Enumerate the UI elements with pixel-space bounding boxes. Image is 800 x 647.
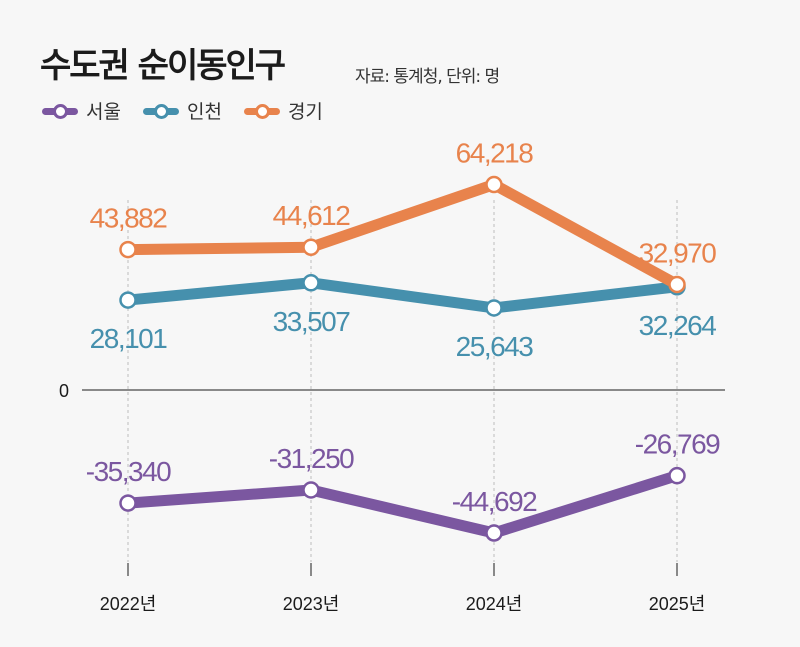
- data-label: 32,970: [639, 237, 717, 268]
- x-tick-label: 2022년: [100, 594, 157, 614]
- data-point: [119, 240, 137, 259]
- data-label: 28,101: [90, 323, 168, 354]
- legend: 서울 인천 경기: [42, 97, 323, 124]
- data-label: -44,692: [452, 486, 537, 517]
- legend-marker-icon: [42, 103, 78, 119]
- legend-label: 경기: [287, 101, 323, 123]
- legend-marker-icon: [142, 103, 179, 119]
- data-point: [668, 466, 686, 485]
- data-label: 43,882: [90, 203, 168, 234]
- legend-item-incheon: 인천: [142, 97, 222, 124]
- data-point: [485, 299, 503, 317]
- data-point: [485, 524, 503, 542]
- legend-item-seoul: 서울: [42, 97, 121, 124]
- chart-title: 수도권 순이동인구: [40, 46, 286, 86]
- chart-source: 자료: 통계청, 단위: 명: [355, 67, 500, 87]
- x-tick-label: 2023년: [283, 594, 340, 614]
- data-point: [302, 274, 320, 292]
- data-point: [119, 291, 137, 309]
- legend-label: 서울: [86, 101, 121, 123]
- data-label: -31,250: [269, 443, 354, 474]
- data-label: 44,612: [273, 200, 351, 231]
- x-tick-label: 2025년: [649, 594, 706, 614]
- data-label: 64,218: [456, 138, 534, 169]
- legend-marker-icon: [243, 103, 280, 119]
- y-zero-label: 0: [59, 381, 69, 401]
- series-line-2: [122, 179, 683, 290]
- data-point: [302, 481, 320, 499]
- series-line-0: [122, 470, 683, 539]
- data-point: [668, 275, 686, 294]
- data-label: -35,340: [86, 456, 171, 487]
- data-label: 25,643: [456, 331, 534, 362]
- x-tick-label: 2024년: [466, 594, 523, 614]
- data-label: -26,769: [635, 429, 720, 460]
- data-point: [302, 238, 320, 256]
- legend-item-gyeonggi: 경기: [243, 97, 323, 124]
- data-label: 32,264: [639, 310, 717, 341]
- data-label: 33,507: [273, 306, 351, 337]
- data-point: [485, 175, 503, 194]
- series-line-1: [122, 277, 683, 314]
- legend-label: 인천: [186, 101, 222, 123]
- data-point: [119, 494, 137, 512]
